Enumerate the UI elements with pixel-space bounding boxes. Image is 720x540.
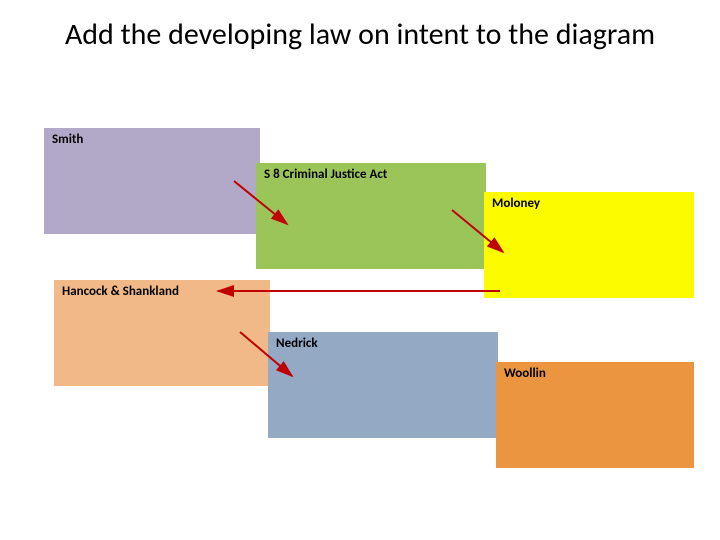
box-nedrick: Nedrick	[268, 332, 498, 438]
page-title: Add the developing law on intent to the …	[0, 18, 720, 53]
box-hancock-label: Hancock & Shankland	[62, 284, 179, 299]
box-moloney: Moloney	[484, 192, 694, 298]
box-smith: Smith	[44, 128, 260, 234]
box-nedrick-label: Nedrick	[276, 336, 318, 351]
diagram-canvas: Add the developing law on intent to the …	[0, 0, 720, 540]
box-cja: S 8 Criminal Justice Act	[256, 163, 486, 269]
box-smith-label: Smith	[52, 132, 83, 147]
box-moloney-label: Moloney	[492, 196, 540, 211]
box-hancock: Hancock & Shankland	[54, 280, 270, 386]
box-woollin-label: Woollin	[504, 366, 546, 381]
box-cja-label: S 8 Criminal Justice Act	[264, 167, 387, 182]
box-woollin: Woollin	[496, 362, 694, 468]
